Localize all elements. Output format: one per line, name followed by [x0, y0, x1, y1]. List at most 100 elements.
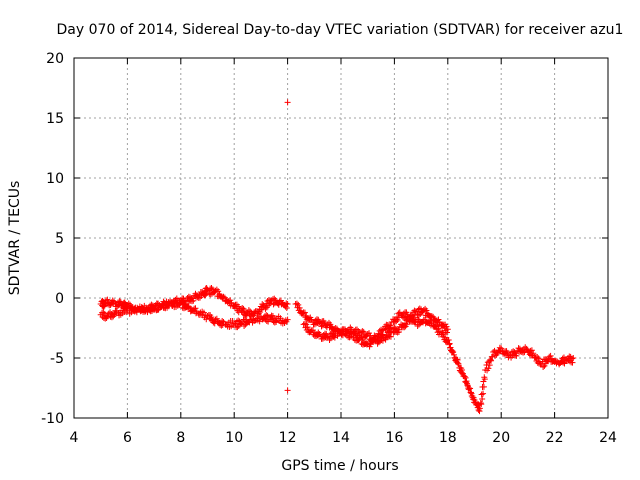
data-point-lower-track [219, 318, 226, 325]
data-point-afternoon-track [440, 331, 447, 338]
data-point-lower-track [180, 300, 187, 307]
data-point-afternoon-track-2 [428, 313, 435, 319]
data-point-afternoon-track-2 [443, 329, 450, 336]
data-point-lower-track [208, 314, 215, 321]
data-point-afternoon-track [301, 309, 308, 316]
data-point-upper-track [239, 305, 246, 311]
data-point-afternoon-track [486, 362, 493, 369]
data-point-afternoon-track-2 [423, 307, 430, 314]
data-point-afternoon-track [520, 349, 527, 356]
x-tick-label: 6 [123, 430, 132, 446]
data-point-lower-track [241, 322, 248, 329]
data-point-afternoon-track [395, 310, 402, 317]
data-point-afternoon-track [471, 397, 478, 403]
data-point-afternoon-track-2 [410, 314, 417, 321]
data-point-afternoon-track [498, 345, 505, 352]
data-point-afternoon-track-2 [301, 320, 308, 327]
data-point-upper-track [283, 304, 290, 311]
data-point-lower-track [133, 309, 140, 316]
data-point-upper-track [227, 297, 234, 304]
data-point-afternoon-track [540, 364, 547, 371]
data-point-afternoon-track [316, 319, 323, 325]
data-point-afternoon-track [435, 325, 442, 332]
data-point-afternoon-track [462, 374, 469, 381]
data-point-afternoon-track [445, 336, 452, 343]
data-point-afternoon-track [296, 304, 303, 311]
data-point-afternoon-track-2 [416, 305, 423, 312]
data-point-lower-track [235, 317, 242, 324]
data-point-upper-track [284, 301, 291, 307]
data-point-afternoon-track [325, 319, 332, 326]
data-point-upper-track [190, 297, 197, 304]
data-point-afternoon-track [526, 351, 533, 358]
data-point-afternoon-track-2 [383, 334, 390, 341]
x-axis-ticks: 4 6 8 10 12 14 16 18 20 22 24 [70, 58, 617, 446]
data-point-afternoon-track-2 [403, 321, 410, 328]
data-point-upper-track [262, 305, 269, 312]
data-point-afternoon-track [476, 405, 483, 412]
data-point-afternoon-track [400, 310, 407, 317]
data-point-afternoon-track [489, 353, 496, 360]
y-tick-label: 5 [55, 231, 64, 247]
data-point-afternoon-track-2 [304, 324, 311, 331]
x-tick-label: 20 [492, 430, 510, 446]
data-point-afternoon-track [496, 344, 503, 351]
data-point-afternoon-track [327, 321, 334, 328]
data-point-afternoon-track [393, 318, 400, 325]
data-point-afternoon-track [561, 360, 568, 367]
data-point-afternoon-track-2 [430, 313, 437, 320]
data-point-afternoon-track-2 [443, 323, 450, 330]
data-point-afternoon-track-2 [407, 317, 414, 324]
y-tick-label: -10 [41, 411, 64, 427]
x-tick-label: 16 [385, 430, 403, 446]
data-point-afternoon-track-2 [303, 321, 310, 328]
y-tick-label: 10 [46, 171, 64, 187]
data-point-afternoon-track-2 [307, 328, 314, 335]
x-tick-label: 10 [225, 430, 243, 446]
data-point-afternoon-track-2 [401, 324, 408, 331]
x-tick-label: 22 [546, 430, 564, 446]
x-tick-label: 4 [70, 430, 79, 446]
data-point-afternoon-track [488, 357, 495, 364]
data-point-upper-track [269, 296, 276, 303]
data-point-afternoon-track-2 [415, 312, 422, 319]
data-point-upper-track [221, 294, 228, 301]
data-point-upper-track [204, 286, 211, 293]
data-point-afternoon-track [446, 340, 453, 347]
data-point-afternoon-track [478, 391, 485, 398]
data-point-afternoon-track [568, 355, 575, 362]
data-point-afternoon-track [569, 359, 576, 366]
data-point-afternoon-track [454, 356, 461, 363]
data-point-afternoon-track [455, 361, 462, 367]
data-point-afternoon-track [528, 347, 535, 354]
data-point-afternoon-track [487, 356, 494, 363]
data-point-upper-track [189, 298, 196, 305]
data-point-lower-track [234, 324, 241, 331]
data-point-afternoon-track-2 [327, 335, 334, 342]
data-point-afternoon-track [530, 350, 537, 357]
data-point-afternoon-track-2 [328, 330, 335, 337]
data-point-afternoon-track-2 [392, 325, 399, 332]
data-point-upper-track [202, 292, 209, 299]
data-point-afternoon-track-2 [444, 326, 451, 333]
data-point-afternoon-track [394, 316, 401, 323]
data-point-lower-track [155, 306, 162, 313]
data-point-afternoon-track [560, 359, 567, 366]
data-point-lower-track [100, 309, 107, 316]
data-point-afternoon-track [414, 322, 421, 329]
data-point-afternoon-track [442, 334, 449, 341]
x-tick-label: 18 [439, 430, 457, 446]
data-point-afternoon-track [481, 376, 488, 383]
y-tick-label: 15 [46, 111, 64, 127]
data-point-afternoon-track-2 [435, 316, 442, 323]
data-point-afternoon-track [570, 355, 577, 361]
y-tick-label: -5 [50, 351, 64, 367]
y-tick-label: 20 [46, 51, 64, 67]
data-point-upper-track [271, 295, 278, 302]
data-point-afternoon-track-2 [366, 330, 373, 337]
x-tick-label: 12 [279, 430, 297, 446]
data-point-lower-track [265, 318, 272, 325]
data-point-afternoon-track [559, 355, 566, 362]
x-tick-label: 8 [176, 430, 185, 446]
